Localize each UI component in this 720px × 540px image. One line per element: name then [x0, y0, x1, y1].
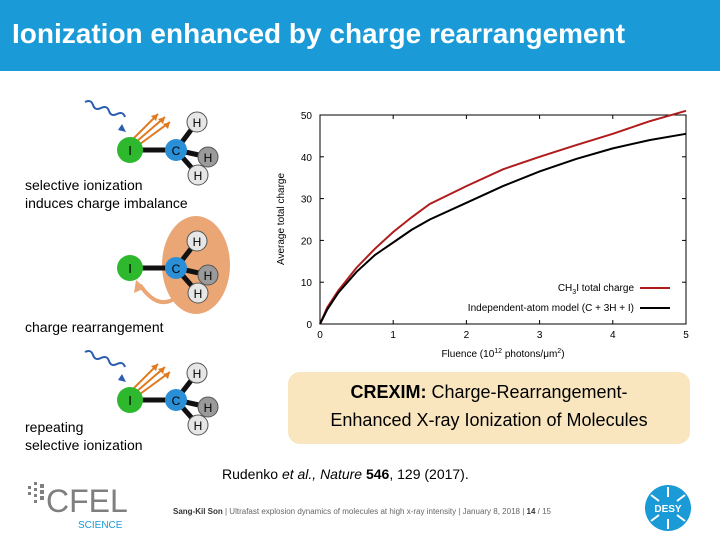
carbon-atom [165, 257, 187, 279]
series-line-ch3i [319, 109, 687, 325]
citation-journal: et al., Nature [281, 466, 363, 482]
atom-label-h: H [204, 401, 213, 415]
hydrogen-atom [186, 362, 208, 384]
panel3-molecule: I C H H H [84, 350, 219, 436]
y-tick-label: 20 [301, 236, 313, 247]
x-tick-label: 5 [683, 330, 689, 341]
y-tick-label: 10 [301, 278, 313, 289]
panel1-caption: selective ionization induces charge imba… [25, 176, 188, 212]
citation-volume: 546 [365, 466, 390, 482]
legend-label-ch3i: CH3I total charge [558, 283, 635, 296]
panel3-caption: repeating selective ionization [25, 418, 143, 454]
hydrogen-atom [197, 146, 219, 168]
desy-text: DESY [654, 504, 682, 515]
panel3-caption-line1: repeating [25, 419, 84, 435]
y-axis-label: Average total charge [276, 173, 287, 266]
hydrogen-atom [197, 264, 219, 286]
footer-author: Sang-Kil Son [173, 507, 223, 516]
cfel-logo: CFEL SCIENCE [28, 482, 128, 531]
y-tick-label: 40 [301, 153, 313, 164]
atom-label-c: C [172, 262, 181, 276]
footer-text: | Ultrafast explosion dynamics of molecu… [222, 507, 527, 516]
atom-label-h: H [204, 269, 213, 283]
panel1-caption-line1: selective ionization [25, 177, 143, 193]
crexim-box: CREXIM: Charge-Rearrangement- Enhanced X… [288, 372, 690, 444]
crexim-bold: CREXIM: [350, 382, 427, 402]
footer: Sang-Kil Son | Ultrafast explosion dynam… [173, 507, 551, 516]
x-tick-label: 3 [537, 330, 543, 341]
atom-label-i: I [128, 393, 132, 408]
x-tick-label: 1 [390, 330, 396, 341]
slide-title: Ionization enhanced by charge rearrangem… [12, 18, 626, 49]
citation-rest: , 129 (2017). [389, 466, 469, 482]
crexim-line1: CREXIM: Charge-Rearrangement- [288, 382, 690, 403]
charge-cloud [162, 216, 230, 314]
hydrogen-atom [187, 282, 209, 304]
x-tick-label: 4 [610, 330, 616, 341]
series-line-iam [319, 132, 687, 325]
footer-page: 14 [526, 507, 536, 516]
citation-authors: Rudenko [222, 466, 282, 482]
molecule-illustrations: I C H H H I C H H H [84, 100, 230, 436]
y-tick-label: 50 [301, 111, 313, 122]
citation: Rudenko et al., Nature 546, 129 (2017). [222, 466, 469, 482]
panel2-caption: charge rearrangement [25, 319, 164, 335]
title-bar: Ionization enhanced by charge rearrangem… [0, 0, 720, 71]
y-tick-label: 30 [301, 195, 313, 206]
carbon-atom [165, 389, 187, 411]
x-axis-label: Fluence (1012 photons/μm2) [441, 348, 564, 360]
atom-label-h: H [204, 151, 213, 165]
iodine-atom [117, 137, 143, 163]
x-tick-label: 0 [317, 330, 323, 341]
atom-label-c: C [172, 394, 181, 408]
atom-label-i: I [128, 143, 132, 158]
atom-label-i: I [128, 261, 132, 276]
atom-label-h: H [194, 419, 203, 433]
hydrogen-atom [187, 164, 209, 186]
rearrangement-arrow-icon [138, 283, 182, 305]
y-tick-label: 0 [306, 320, 312, 331]
plot-frame [319, 114, 687, 325]
atom-label-h: H [193, 235, 202, 249]
hydrogen-atom [186, 230, 208, 252]
atom-label-h: H [194, 169, 203, 183]
iodine-atom [117, 255, 143, 281]
desy-logo: DESY [645, 485, 691, 531]
panel1-molecule: I C H H H [84, 100, 219, 186]
panel3-caption-line2: selective ionization [25, 437, 143, 453]
hydrogen-atom [197, 396, 219, 418]
crexim-line1-text: Charge-Rearrangement- [426, 382, 628, 402]
atom-label-c: C [172, 144, 181, 158]
carbon-atom [165, 139, 187, 161]
xray-wave-icon [84, 100, 126, 118]
atom-label-h: H [193, 367, 202, 381]
iodine-atom [117, 387, 143, 413]
hydrogen-atom [186, 111, 208, 133]
panel2-molecule: I C H H H [117, 216, 230, 314]
x-tick-label: 2 [464, 330, 470, 341]
crexim-line2: Enhanced X-ray Ionization of Molecules [330, 410, 648, 430]
footer-total: / 15 [535, 507, 551, 516]
hydrogen-atom [187, 414, 209, 436]
atom-label-h: H [194, 287, 203, 301]
legend-label-iam: Independent-atom model (C + 3H + I) [468, 303, 634, 314]
panel1-caption-line2: induces charge imbalance [25, 195, 188, 211]
cfel-sub: SCIENCE [78, 520, 123, 531]
xray-wave-icon [84, 350, 126, 368]
cfel-text: CFEL [46, 483, 128, 519]
atom-label-h: H [193, 116, 202, 130]
